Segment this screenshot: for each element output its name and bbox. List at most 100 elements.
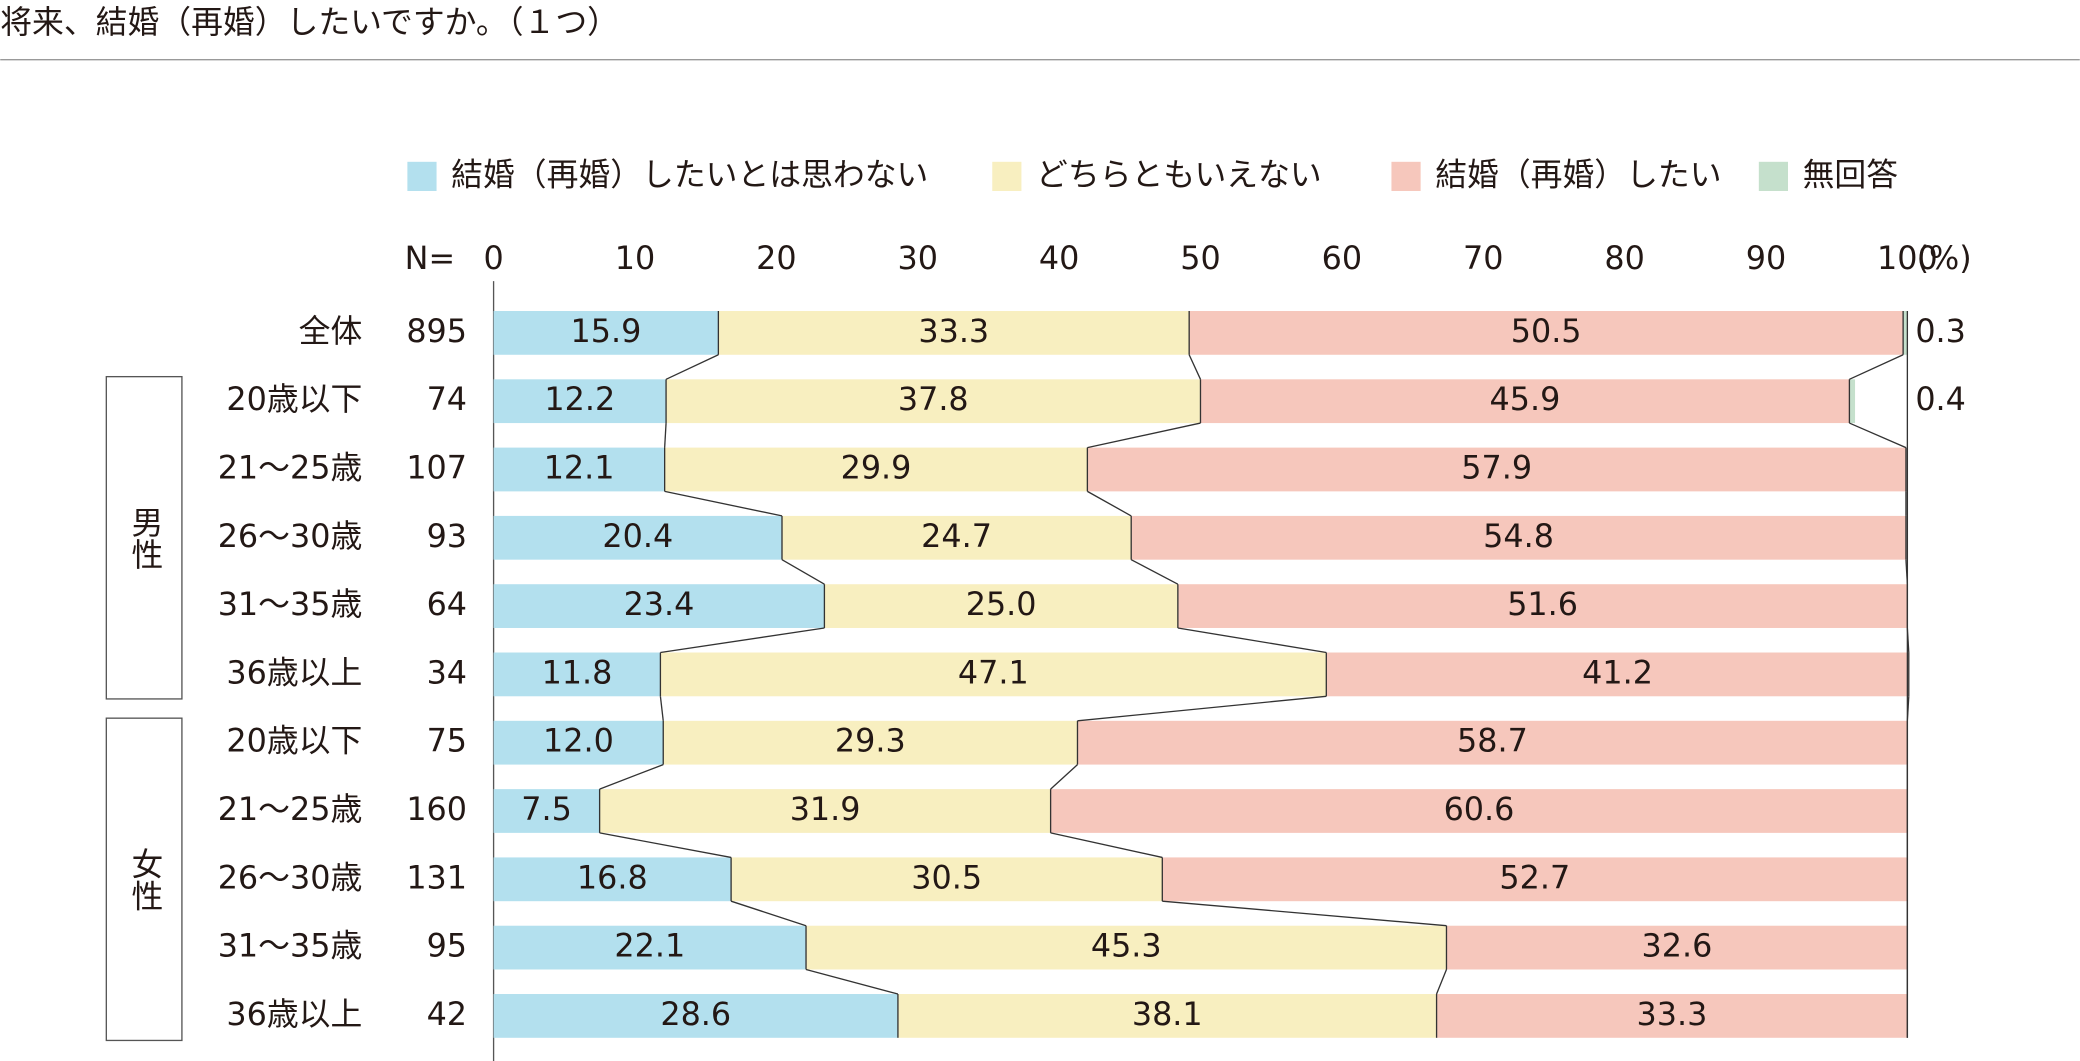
value-label: 57.9	[1461, 448, 1532, 486]
bar-segment	[1436, 994, 1908, 1038]
bar-segment	[493, 652, 661, 697]
connector	[664, 490, 783, 517]
legend-swatch	[1391, 161, 1421, 191]
value-label: 7.5	[521, 790, 572, 828]
category-label: 36歳以上	[226, 653, 362, 691]
value-label: 0.4	[1915, 380, 1966, 418]
connector	[1130, 559, 1179, 585]
bar-segment	[493, 925, 807, 970]
value-label: 23.4	[624, 585, 695, 623]
category-label: 21～25歳	[218, 448, 363, 486]
x-tick-label: 30	[897, 239, 937, 277]
connector	[1162, 900, 1447, 927]
connector	[781, 559, 825, 585]
connector	[665, 354, 719, 380]
bar-segment	[493, 311, 719, 355]
bar-segment	[824, 584, 1178, 628]
n-label: 160	[406, 790, 467, 828]
connector	[1849, 354, 1904, 380]
legend-swatch	[1758, 161, 1789, 191]
value-label: 11.8	[542, 653, 613, 691]
value-label: 0.3	[1915, 312, 1966, 350]
bar-segment	[718, 311, 1190, 355]
bar-segment	[1849, 379, 1856, 424]
value-label: 29.9	[841, 448, 912, 486]
category-label: 21～25歳	[218, 790, 363, 828]
bar-segment	[599, 789, 1051, 833]
bar-segment	[1446, 925, 1908, 970]
value-label: 16.8	[577, 858, 648, 896]
value-label: 28.6	[660, 995, 731, 1033]
value-label: 12.1	[544, 448, 615, 486]
value-label: 37.8	[898, 380, 969, 418]
bar-segment	[1162, 857, 1908, 902]
bar-segment	[806, 925, 1447, 970]
value-label: 60.6	[1444, 790, 1515, 828]
connector	[1435, 969, 1448, 995]
bar-segment	[1050, 789, 1908, 833]
bar-segment	[1189, 311, 1904, 355]
category-label: 26～30歳	[218, 858, 363, 896]
bar-segment	[493, 515, 782, 560]
value-label: 51.6	[1507, 585, 1578, 623]
group-box	[105, 375, 183, 700]
connector	[660, 627, 825, 654]
n-label: 131	[406, 858, 467, 896]
bar-segment	[493, 379, 667, 424]
legend-swatch	[407, 161, 437, 191]
value-label: 45.9	[1490, 380, 1561, 418]
category-label: 36歳以上	[226, 995, 362, 1033]
connector	[659, 696, 664, 721]
value-label: 20.4	[602, 517, 673, 555]
n-label: 74	[427, 380, 467, 418]
legend-label: どちらともいえない	[1036, 155, 1322, 193]
bar-segment	[493, 994, 898, 1038]
x-tick-label: 100	[1877, 239, 1938, 277]
bar-segment	[731, 857, 1163, 902]
bar-segment	[493, 789, 600, 833]
value-label: 32.6	[1641, 927, 1712, 965]
value-label: 22.1	[614, 927, 685, 965]
n-label: 95	[427, 927, 467, 965]
bar-segment	[666, 379, 1201, 424]
x-tick-label: 10	[615, 239, 655, 277]
connector	[1050, 832, 1163, 859]
category-label: 31～35歳	[218, 927, 363, 965]
value-label: 12.0	[543, 722, 614, 760]
group-label: 女性	[126, 847, 164, 911]
n-label: 93	[427, 517, 467, 555]
value-label: 52.7	[1499, 858, 1570, 896]
value-label: 50.5	[1511, 312, 1582, 350]
n-label: 64	[427, 585, 467, 623]
n-label: 895	[406, 312, 467, 350]
value-label: 25.0	[966, 585, 1037, 623]
value-label: 29.3	[835, 722, 906, 760]
n-header: N=	[405, 239, 455, 277]
value-label: 33.3	[1637, 995, 1708, 1033]
n-label: 107	[406, 448, 467, 486]
x-tick-label: 70	[1463, 239, 1503, 277]
x-unit: (%)	[1917, 239, 1972, 277]
bar-segment	[493, 720, 664, 765]
value-label: 38.1	[1132, 995, 1203, 1033]
legend-label: 結婚（再婚）したいとは思わない	[451, 155, 928, 193]
value-label: 45.3	[1091, 927, 1162, 965]
connector	[599, 832, 732, 859]
legend-swatch	[992, 161, 1022, 191]
bar-segment	[493, 584, 825, 628]
connector	[1177, 627, 1327, 654]
connector	[1077, 695, 1327, 722]
legend-label: 結婚（再婚）したい	[1435, 155, 1721, 193]
bar-segment	[1177, 584, 1908, 628]
bar-segment	[660, 652, 1327, 697]
bar-segment	[897, 994, 1437, 1038]
connector	[1087, 490, 1132, 517]
bar-segment	[781, 515, 1132, 560]
bar-segment	[1326, 652, 1909, 697]
x-tick-label: 60	[1322, 239, 1362, 277]
connector	[1849, 422, 1907, 449]
value-label: 47.1	[958, 653, 1029, 691]
x-tick-label: 40	[1039, 239, 1079, 277]
x-tick-label: 50	[1180, 239, 1220, 277]
value-label: 41.2	[1582, 653, 1653, 691]
